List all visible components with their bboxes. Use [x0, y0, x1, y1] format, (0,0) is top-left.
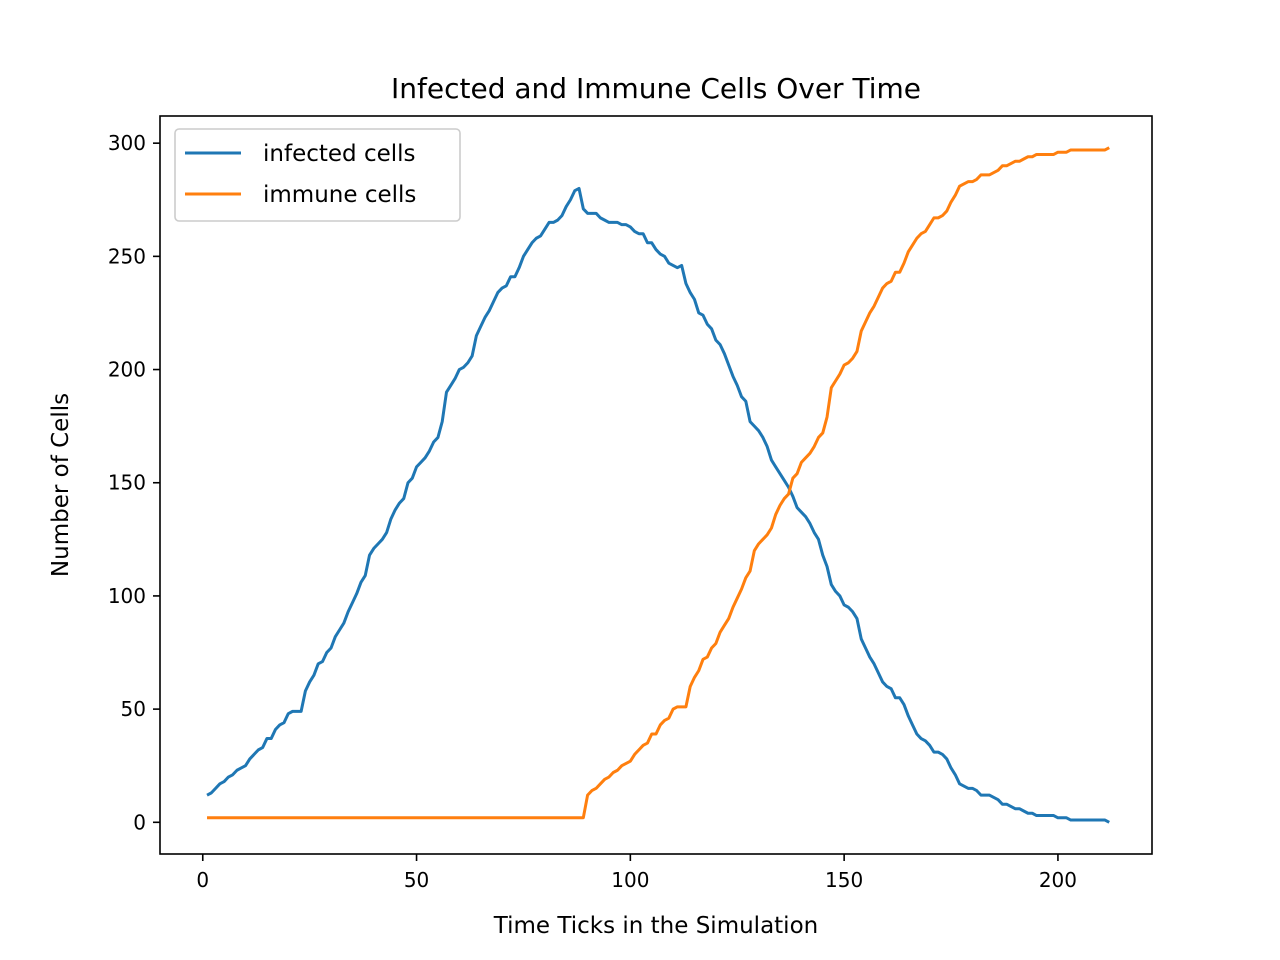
- x-tick-label: 150: [825, 868, 863, 892]
- y-tick-label: 250: [108, 244, 146, 268]
- chart-title: Infected and Immune Cells Over Time: [391, 72, 921, 105]
- x-axis-label: Time Ticks in the Simulation: [493, 913, 818, 939]
- y-axis: 0 50 100 150 200 250 300: [108, 131, 160, 834]
- y-tick-label: 0: [133, 810, 146, 834]
- legend-box: [174, 128, 461, 222]
- y-axis-label: Number of Cells: [48, 393, 74, 577]
- x-axis: 0 50 100 150 200: [196, 854, 1077, 892]
- y-tick-label: 300: [108, 131, 146, 155]
- legend-label-immune-cells: immune cells: [263, 182, 416, 208]
- x-tick-label: 0: [196, 868, 209, 892]
- plot-series: [206, 146, 1110, 824]
- x-tick-label: 100: [611, 868, 649, 892]
- legend-label-infected-cells: infected cells: [263, 141, 416, 167]
- x-tick-label: 200: [1039, 868, 1077, 892]
- legend: infected cells immune cells: [174, 128, 461, 222]
- plot-frame: [159, 115, 1153, 855]
- y-tick-label: 100: [108, 584, 146, 608]
- y-tick-label: 200: [108, 358, 146, 382]
- y-tick-label: 50: [121, 697, 146, 721]
- x-tick-label: 50: [404, 868, 429, 892]
- y-tick-label: 150: [108, 471, 146, 495]
- series-line-infected-cells: [206, 186, 1110, 824]
- series-line-immune-cells: [207, 146, 1110, 820]
